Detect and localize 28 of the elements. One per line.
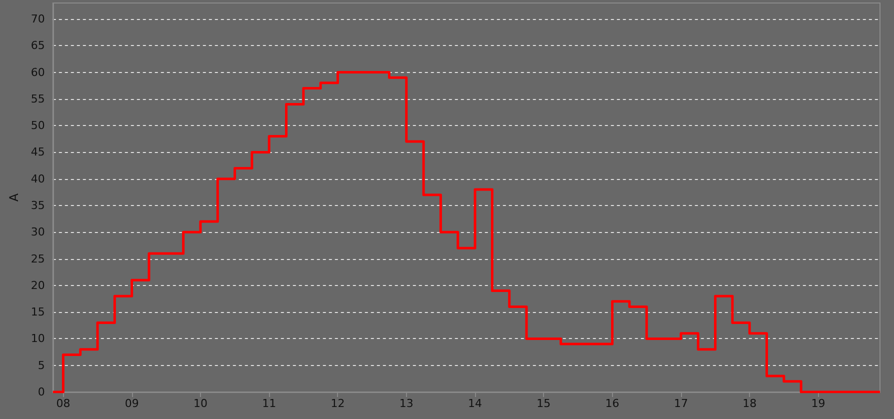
y-tick-label: 5: [38, 358, 45, 372]
y-tick-label: 50: [30, 119, 45, 132]
y-axis-title: A: [7, 192, 21, 202]
x-tick-label: 10: [193, 397, 208, 410]
x-tick-label: 11: [262, 397, 276, 410]
y-tick-label: 15: [30, 306, 45, 319]
x-tick-label: 17: [674, 397, 688, 410]
x-tick-label: 14: [468, 397, 482, 410]
y-tick-label: 45: [30, 146, 45, 159]
x-tick-label: 18: [742, 397, 757, 410]
y-tick-label: 65: [30, 39, 45, 52]
x-tick-label: 12: [330, 397, 345, 410]
y-tick-label: 70: [30, 12, 45, 26]
y-tick-label: 55: [30, 92, 45, 106]
y-tick-label: 30: [30, 226, 45, 239]
y-tick-label: 60: [30, 66, 45, 79]
y-tick-label: 40: [30, 172, 45, 186]
x-tick-label: 16: [605, 397, 620, 410]
y-tick-label: 10: [30, 332, 45, 346]
x-tick-label: 08: [56, 397, 70, 410]
x-tick-label: 19: [811, 397, 826, 410]
x-tick-label: 09: [124, 397, 139, 410]
y-tick-label: 20: [30, 278, 45, 292]
y-tick-label: 25: [30, 252, 45, 266]
y-tick-label: 0: [38, 386, 45, 398]
x-tick-label: 15: [536, 397, 551, 410]
x-tick-label: 13: [399, 397, 414, 410]
y-tick-label: 35: [30, 198, 45, 212]
